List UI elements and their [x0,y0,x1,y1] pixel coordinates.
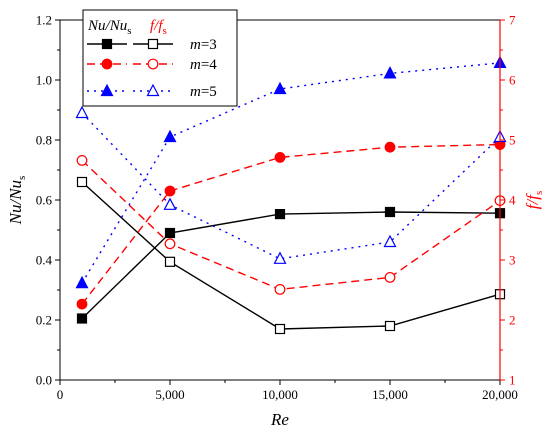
legend-marker-filled [101,38,113,50]
data-point [163,197,177,210]
left-y-tick-label: 0.6 [36,193,53,208]
left-y-tick-label: 0.8 [36,133,52,148]
legend-label: m=3 [190,37,217,53]
data-point [274,151,286,163]
data-point [164,238,176,250]
data-point [75,275,89,289]
legend-entry-5: m=5 [87,83,217,100]
legend-marker-open [147,38,159,50]
data-point [75,105,89,119]
series-line [81,143,501,305]
data-point [274,284,286,295]
right-y-tick-label: 2 [509,313,516,328]
left-y-tick-label: 0.4 [36,253,53,268]
left-y-tick-label: 1.0 [36,73,52,88]
data-point [274,323,286,335]
series-m-3-right [76,176,506,335]
legend-marker-open [146,83,160,97]
x-tick-label: 5,000 [155,387,184,402]
x-tick-label: 10,000 [262,387,298,402]
x-tick-label: 0 [57,387,64,402]
series-line [81,181,501,330]
data-point [76,176,88,188]
series-line [81,62,501,284]
legend-header-f: f/fs [150,18,167,37]
data-point [76,154,88,166]
data-point [164,185,176,197]
series-line [81,211,501,320]
right-y-tick-label: 7 [509,13,516,28]
data-point [384,320,396,332]
legend-marker-filled [101,58,113,70]
x-tick-label: 15,000 [372,387,408,402]
legend-label: m=5 [190,84,217,100]
legend-label: m=4 [190,57,217,73]
legend-marker-filled [100,83,114,97]
series-line [81,112,501,260]
data-point [164,227,176,239]
series-m-5-right [75,105,507,264]
data-point [383,234,397,248]
left-y-tick-label: 1.2 [36,13,52,28]
legend-header-nu: Nu/Nus [87,18,131,37]
data-point [384,206,396,218]
legend-entry-4: m=4 [87,57,217,73]
right-y-tick-label: 6 [509,73,516,88]
left-y-tick-label: 0.2 [36,313,52,328]
legend-entry-3: m=3 [87,37,217,53]
left-y-axis-title: Nu/Nus [6,176,28,226]
series-m-4-left [76,139,506,310]
data-point [76,313,88,324]
data-point [384,141,396,153]
data-point [274,209,286,220]
data-point [164,256,176,267]
right-y-tick-label: 4 [509,193,516,208]
left-y-tick-label: 0.0 [36,373,52,388]
right-y-tick-label: 1 [509,373,516,388]
right-y-tick-label: 5 [509,133,516,148]
data-point [163,129,177,143]
data-point [273,81,287,95]
series-m-3-left [76,206,506,324]
legend-marker-open [147,58,159,70]
series-m-4-right [76,154,506,295]
x-axis-title: Re [270,410,289,429]
legend: Nu/Nus f/fs m=3 m=4 m=5 [82,9,238,107]
data-point [76,298,88,310]
axes-layer: 0 5,000 10,000 15,000 20,000 0.0 0.2 0.4 0.6 0.8 1… [6,13,545,430]
data-point [384,272,396,283]
right-y-axis-title: f/fs [523,191,545,209]
data-point [273,251,287,264]
data-point [383,66,397,79]
right-y-tick-label: 3 [509,253,516,268]
x-tick-label: 20,000 [482,387,518,402]
